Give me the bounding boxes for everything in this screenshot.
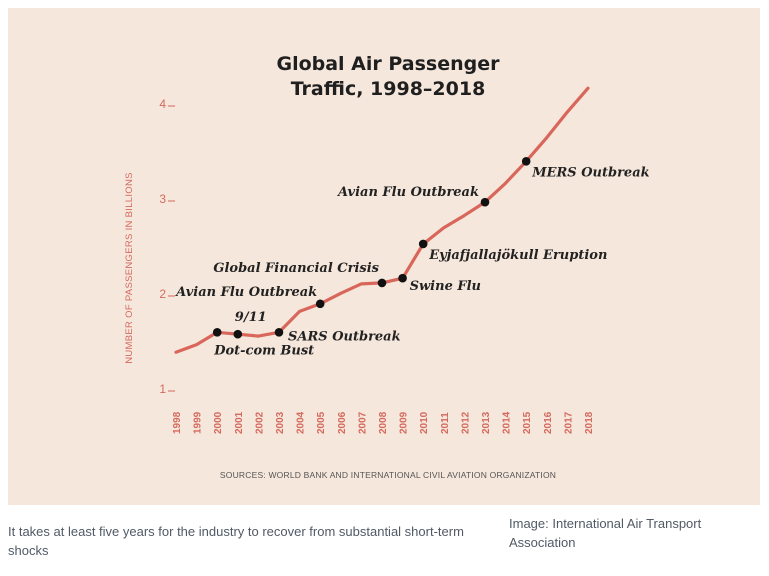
event-marker: [418, 239, 428, 249]
x-axis: 1998 1999 2000 2001 2002 2003 2004 2005 2006 2007…: [172, 411, 595, 434]
event-label: Eyjafjallajökull Eruption: [428, 248, 607, 263]
event-marker: [212, 328, 222, 337]
event-marker: [274, 328, 284, 337]
event-marker: [233, 329, 243, 339]
event-label: SARS Outbreak: [288, 329, 401, 344]
x-tick-label: 2012: [460, 411, 471, 434]
x-tick-label: 2007: [357, 411, 368, 434]
event-label: Avian Flu Outbreak: [336, 185, 479, 200]
y-tick-label: 3: [159, 192, 166, 206]
image-credit: Image: International Air Transport Assoc…: [509, 516, 702, 550]
event-label: Avian Flu Outbreak: [174, 285, 317, 300]
event-marker: [377, 278, 387, 288]
x-tick-label: 2000: [213, 411, 224, 434]
x-tick-label: 2009: [399, 411, 410, 434]
x-tick-label: 2001: [234, 411, 245, 434]
x-tick-label: 2002: [254, 411, 265, 434]
event-marker: [398, 273, 407, 283]
figure-caption: It takes at least five years for the ind…: [8, 524, 464, 558]
y-tick-label: 1: [159, 382, 166, 396]
x-tick-label: 2017: [563, 411, 574, 434]
x-tick-label: 2004: [296, 411, 307, 434]
event-marker: [521, 157, 531, 166]
event-label: Swine Flu: [410, 279, 481, 294]
x-tick-label: 2016: [543, 411, 554, 434]
x-tick-label: 2014: [502, 411, 513, 434]
y-tick-label: 4: [159, 97, 166, 111]
event-label: Dot-com Bust: [213, 343, 314, 358]
chart-title-line-2: Traffic, 1998–2018: [291, 78, 486, 100]
event-label: Global Financial Crisis: [213, 261, 379, 276]
x-tick-label: 2010: [419, 411, 430, 434]
y-axis: 1 2 3 4: [159, 97, 175, 396]
chart-figure: Global Air Passenger Traffic, 1998–2018 …: [8, 8, 760, 505]
source-note: SOURCES: WORLD BANK AND INTERNATIONAL CI…: [220, 470, 556, 480]
x-tick-label: 2018: [584, 411, 595, 434]
x-tick-label: 2003: [275, 411, 286, 434]
event-label: MERS Outbreak: [531, 165, 649, 180]
x-tick-label: 2008: [378, 411, 389, 434]
event-label: 9/11: [235, 310, 267, 325]
y-tick-label: 2: [159, 287, 166, 301]
y-axis-label: NUMBER OF PASSENGERS IN BILLIONS: [124, 172, 135, 364]
event-marker: [315, 299, 325, 309]
chart-title-line-1: Global Air Passenger: [276, 53, 500, 75]
x-tick-label: 2005: [316, 411, 327, 434]
event-marker: [480, 197, 490, 207]
events-layer: Dot-com Bust 9/11 SARS Outbreak Avian Flu O…: [174, 157, 650, 358]
x-tick-label: 2013: [481, 411, 492, 434]
x-tick-label: 2006: [337, 411, 348, 434]
passenger-traffic-chart: Global Air Passenger Traffic, 1998–2018 …: [124, 53, 650, 480]
x-tick-label: 1999: [193, 411, 204, 434]
x-tick-label: 2015: [522, 411, 533, 434]
x-tick-label: 2011: [440, 412, 451, 434]
x-tick-label: 1998: [172, 411, 183, 434]
